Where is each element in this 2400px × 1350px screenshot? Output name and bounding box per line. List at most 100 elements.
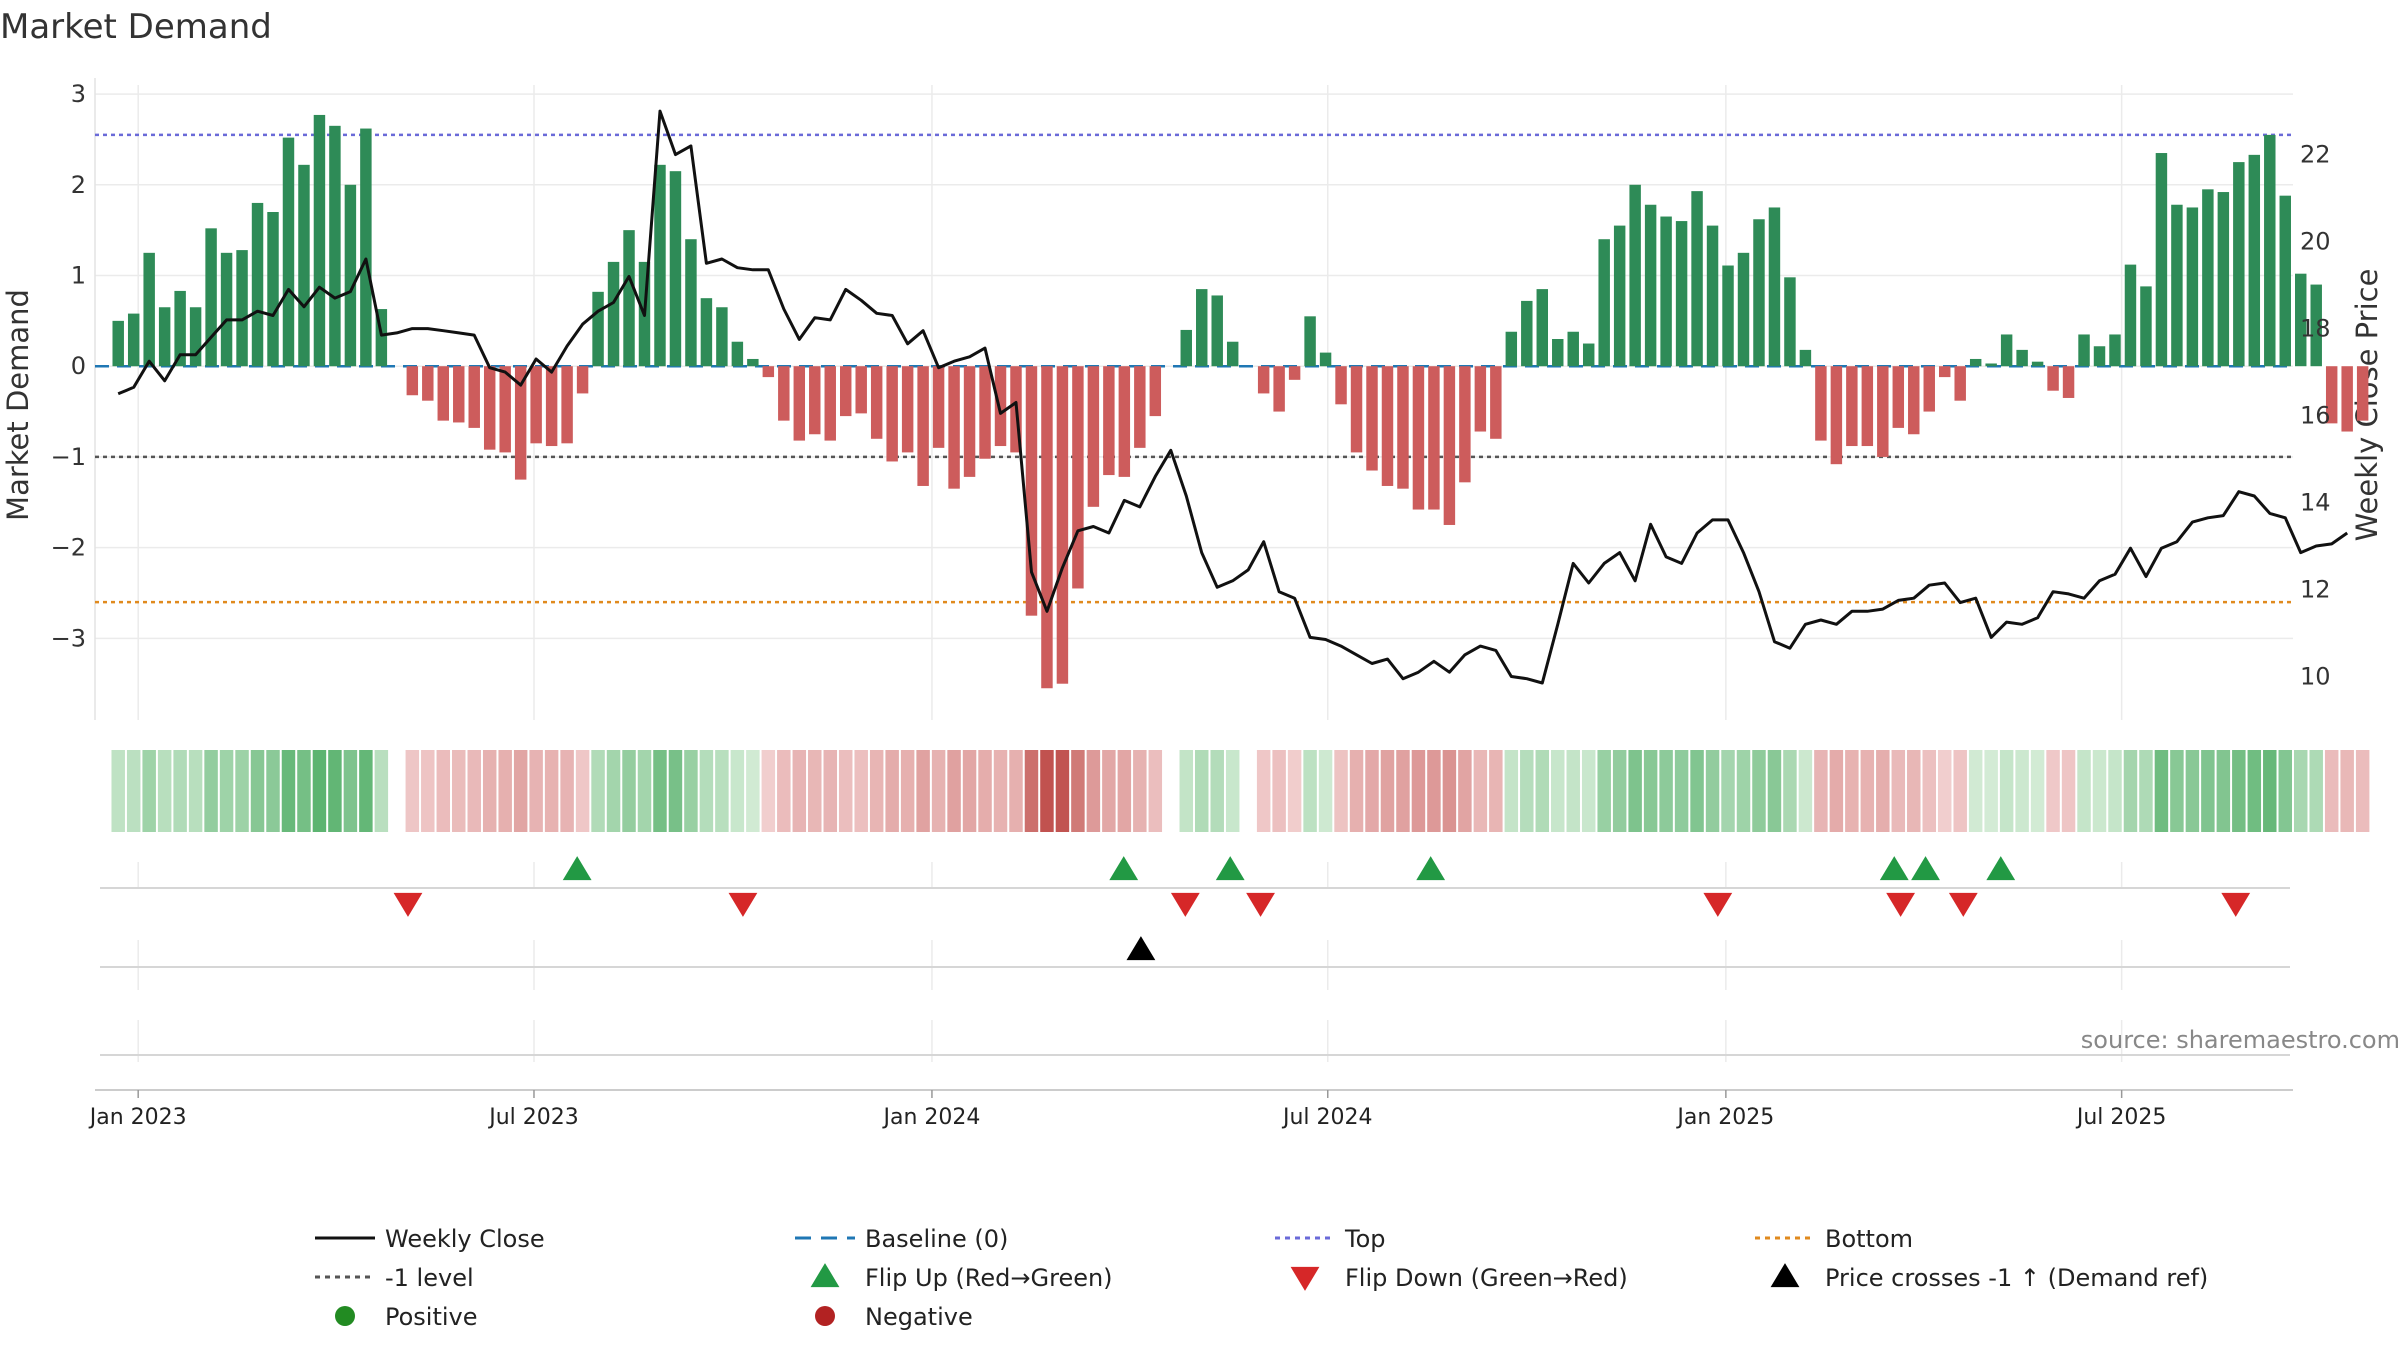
demand-bar-negative xyxy=(437,366,450,421)
demand-bar-negative xyxy=(1412,366,1425,510)
demand-bar-positive xyxy=(1675,221,1688,367)
demand-bar-positive xyxy=(700,298,713,367)
legend-swatch xyxy=(1290,1266,1320,1291)
demand-bar-positive xyxy=(2000,334,2013,367)
demand-bar-negative xyxy=(453,366,465,423)
heat-cell xyxy=(1690,750,1704,832)
heat-cell xyxy=(529,750,543,832)
heat-cell xyxy=(544,750,559,832)
demand-bar-negative xyxy=(994,366,1007,447)
legend-swatch xyxy=(1770,1263,1800,1288)
demand-bar-positive xyxy=(360,128,372,367)
legend-item: Flip Down (Green→Red) xyxy=(1290,1264,1628,1292)
heat-cell xyxy=(916,750,930,832)
chart-title: Market Demand xyxy=(0,7,272,47)
heat-cell xyxy=(1148,750,1163,832)
heat-cell xyxy=(2077,750,2091,832)
demand-bar-positive xyxy=(1768,207,1781,367)
demand-bar-negative xyxy=(948,366,960,489)
heat-cell xyxy=(637,750,652,832)
demand-bar-positive xyxy=(592,291,604,367)
heat-cell xyxy=(2294,750,2308,832)
demand-bar-negative xyxy=(422,366,434,401)
heat-cell xyxy=(761,750,776,832)
y-right-tick-label: 22 xyxy=(2300,141,2331,169)
heat-cell xyxy=(1427,750,1441,832)
heat-cell xyxy=(2015,750,2029,832)
legend-label: Weekly Close xyxy=(385,1225,545,1253)
heat-cell xyxy=(900,750,915,832)
heat-cell xyxy=(792,750,807,832)
x-tick-label: Jan 2025 xyxy=(1675,1105,1774,1130)
heat-cell xyxy=(250,750,265,832)
demand-bar-positive xyxy=(1629,184,1641,367)
demand-bar-positive xyxy=(267,212,279,367)
heat-cell xyxy=(1334,750,1348,832)
demand-bar-positive xyxy=(731,341,744,367)
legend-item: Baseline (0) xyxy=(795,1225,1008,1253)
demand-bar-positive xyxy=(1613,225,1626,367)
x-tick-label: Jul 2023 xyxy=(487,1105,579,1130)
heat-cell xyxy=(715,750,729,832)
flip-down-marker xyxy=(1246,892,1275,917)
heat-cell xyxy=(2061,750,2076,832)
heat-cell xyxy=(1210,750,1224,832)
heat-cell xyxy=(1705,750,1720,832)
y-right-tick-label: 10 xyxy=(2300,663,2331,691)
demand-bar-positive xyxy=(747,358,759,367)
demand-bar-negative xyxy=(793,366,806,441)
demand-bar-negative xyxy=(886,366,898,462)
heat-cell xyxy=(622,750,636,832)
flip-up-marker xyxy=(1911,856,1940,881)
heat-cell xyxy=(1195,750,1209,832)
heat-cell xyxy=(575,750,590,832)
legend-item: Flip Up (Red→Green) xyxy=(810,1263,1113,1292)
heat-cell xyxy=(266,750,280,832)
y-left-tick-label: −2 xyxy=(51,534,86,562)
x-tick-label: Jan 2024 xyxy=(881,1105,980,1130)
heat-cell xyxy=(328,750,342,832)
heat-cell xyxy=(668,750,683,832)
demand-bar-negative xyxy=(468,366,480,428)
demand-bar-negative xyxy=(1273,366,1285,412)
flip-up-marker xyxy=(1986,856,2016,881)
heat-cell xyxy=(1396,750,1410,832)
heat-cell xyxy=(2278,750,2292,832)
heat-cell xyxy=(1984,750,1998,832)
demand-bar-positive xyxy=(1226,341,1239,367)
demand-bar-negative xyxy=(2062,366,2075,398)
demand-bar-positive xyxy=(1753,219,1765,367)
heat-cell xyxy=(1349,750,1364,832)
demand-bar-positive xyxy=(1985,363,1997,367)
heat-cell xyxy=(188,750,203,832)
heat-cell xyxy=(1256,750,1271,832)
heat-cell xyxy=(1581,750,1596,832)
demand-bar-positive xyxy=(2093,346,2106,367)
heat-cell xyxy=(1937,750,1952,832)
price-cross-markers xyxy=(100,936,2290,1056)
demand-bar-positive xyxy=(1582,343,1595,367)
demand-bar-positive xyxy=(112,320,124,367)
demand-bar-negative xyxy=(2356,366,2369,421)
demand-bar-negative xyxy=(1830,366,1843,465)
demand-bar-negative xyxy=(1087,366,1100,507)
demand-bar-positive xyxy=(127,313,140,367)
demand-bar-positive xyxy=(2124,264,2137,367)
demand-bar-positive xyxy=(1505,331,1518,367)
heat-cell xyxy=(684,750,698,832)
heat-cell xyxy=(1674,750,1689,832)
y-axis-label-left: Market Demand xyxy=(1,289,35,521)
demand-bar-negative xyxy=(406,366,419,396)
heat-cell xyxy=(1365,750,1379,832)
demand-bar-negative xyxy=(1861,366,1874,447)
legend-label: Top xyxy=(1344,1225,1386,1253)
flip-down-marker xyxy=(393,892,423,917)
heat-cell xyxy=(281,750,296,832)
demand-bar-positive xyxy=(1660,216,1672,367)
demand-bar-negative xyxy=(1490,366,1502,439)
heat-cell xyxy=(142,750,156,832)
heat-cell xyxy=(498,750,512,832)
heat-cell xyxy=(1612,750,1627,832)
heat-cell xyxy=(1117,750,1132,832)
